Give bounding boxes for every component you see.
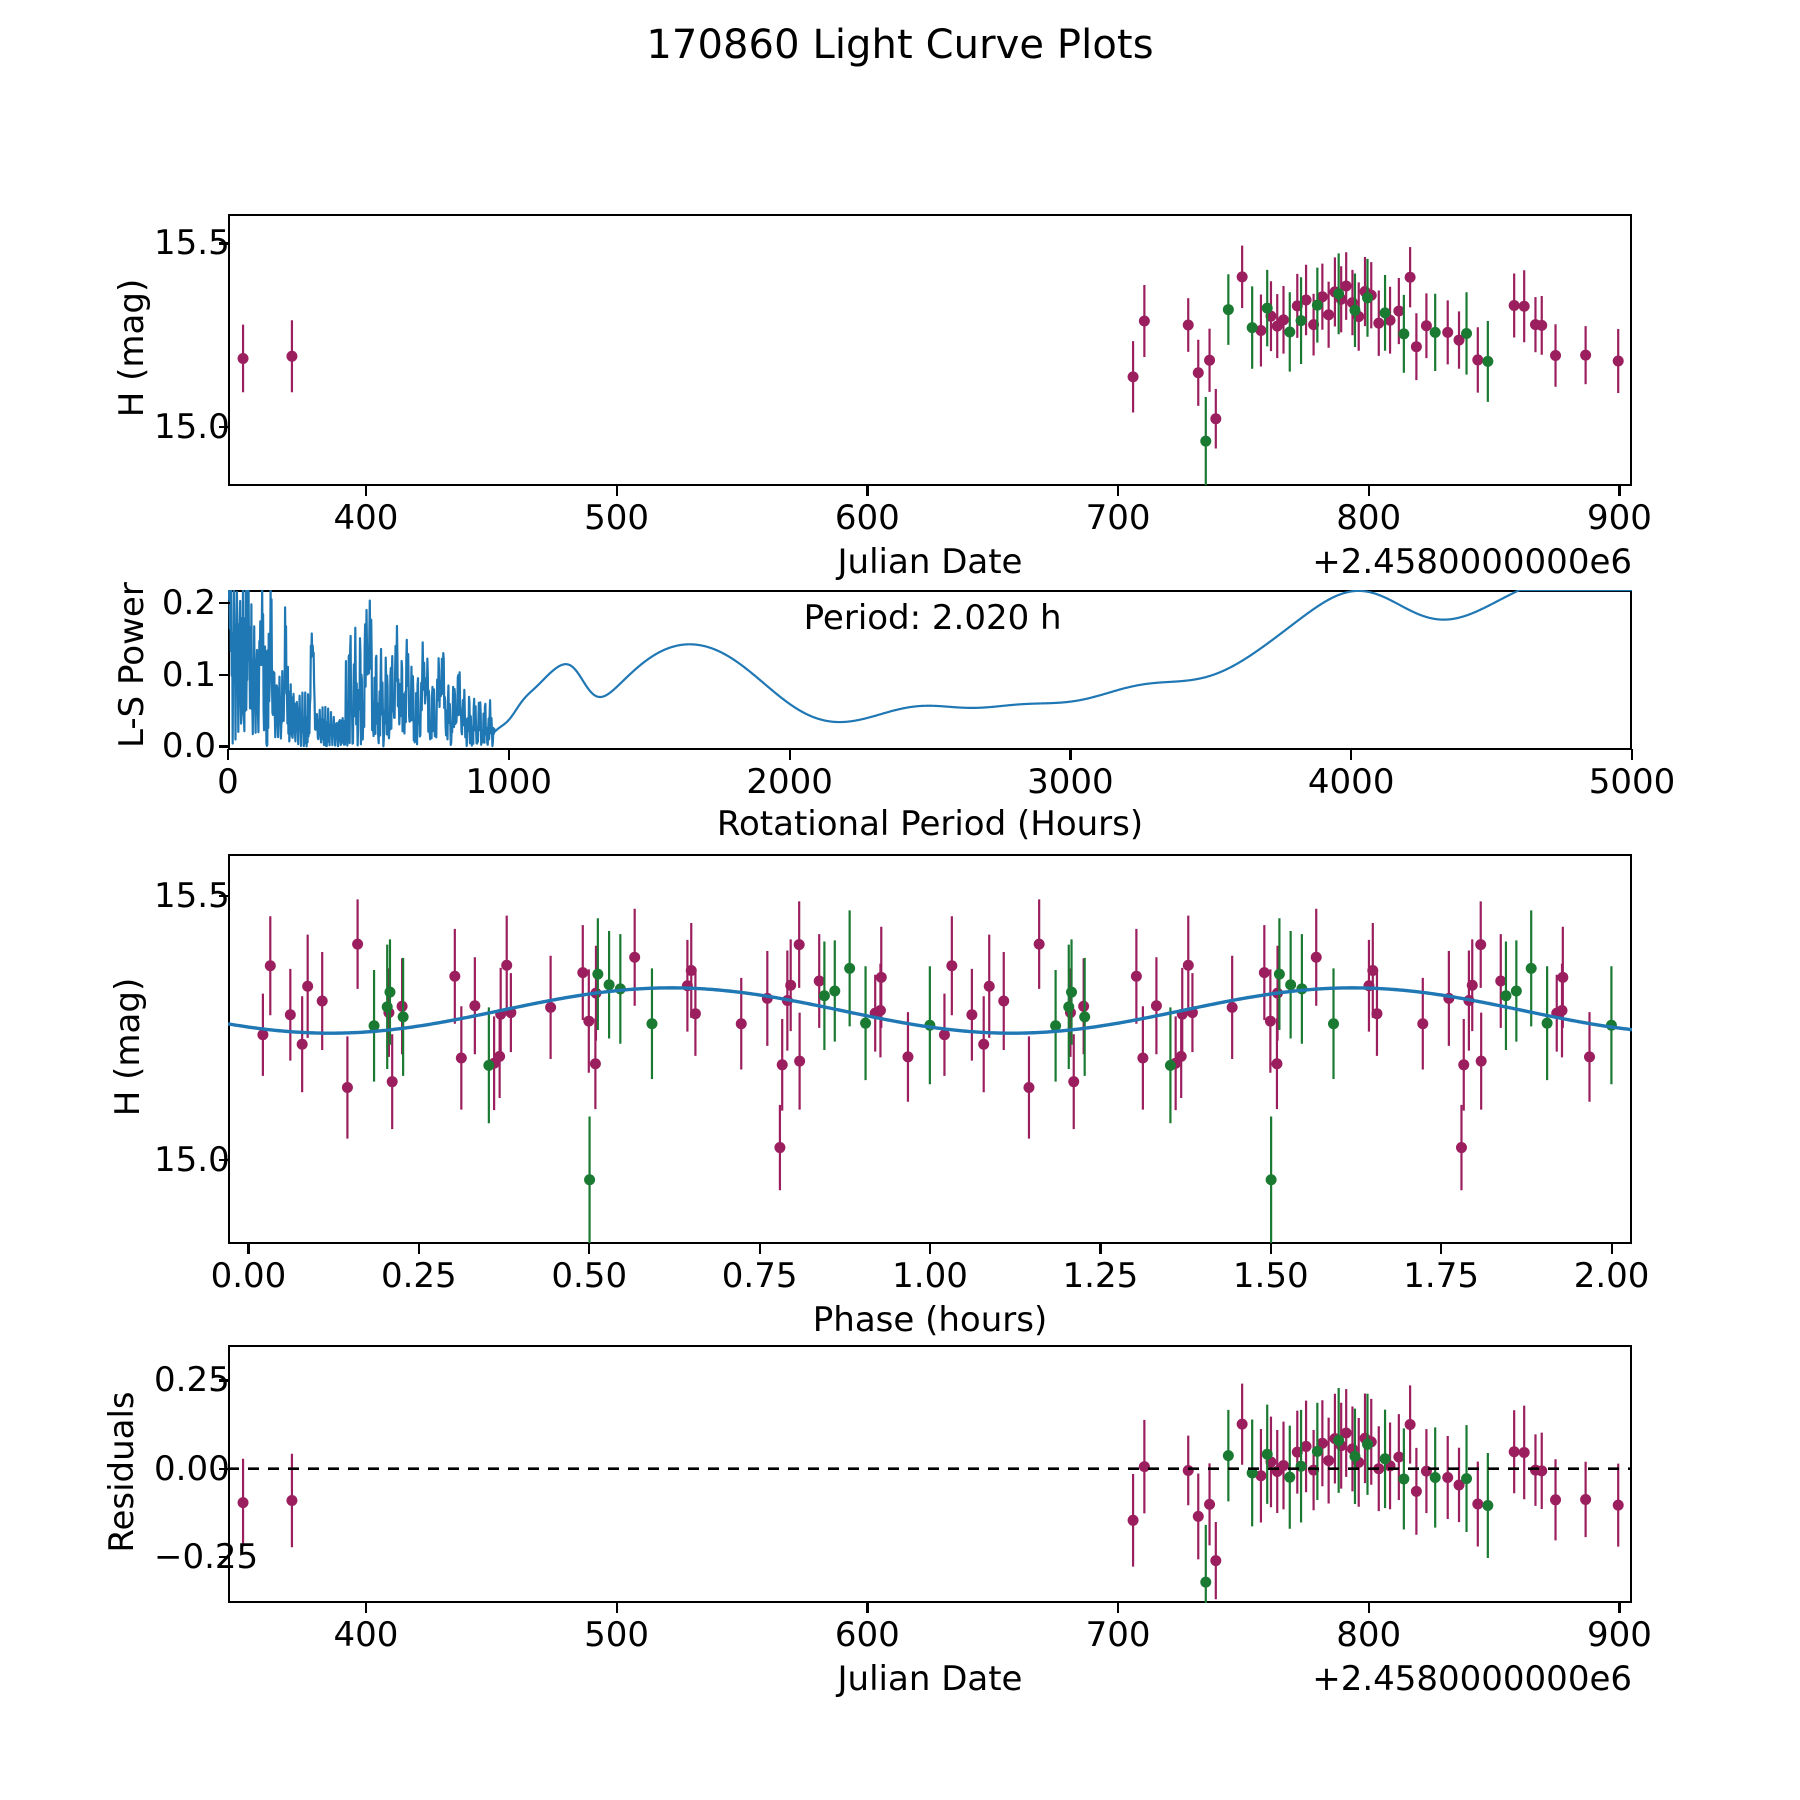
x-tick-mark [507, 749, 510, 760]
residuals-y-axis-label: Residuals [102, 1391, 142, 1553]
y-tick-mark [219, 745, 230, 748]
x-tick-label: 3000 [1027, 762, 1114, 802]
y-tick-label: 0.0 [161, 726, 216, 767]
phasefold-plot-area [228, 854, 1632, 1244]
x-tick-mark [929, 1243, 932, 1254]
x-tick-mark [1117, 1602, 1120, 1613]
x-tick-label: 800 [1336, 498, 1402, 538]
panel-residuals [228, 1345, 1632, 1603]
x-tick-label: 1.50 [1232, 1256, 1309, 1296]
x-tick-mark [588, 1243, 591, 1254]
y-tick-label: 0.00 [154, 1448, 230, 1489]
x-tick-label: 1.75 [1403, 1256, 1480, 1296]
y-tick-label: 15.5 [154, 876, 230, 917]
x-tick-mark [1618, 485, 1621, 496]
x-tick-label: 5000 [1588, 762, 1676, 802]
x-tick-label: 1.00 [892, 1256, 968, 1296]
x-tick-mark [1367, 485, 1370, 496]
x-tick-label: 400 [333, 1615, 399, 1655]
x-tick-mark [417, 1243, 421, 1254]
x-tick-label: 1000 [465, 762, 553, 802]
x-tick-mark [1099, 1243, 1102, 1254]
x-tick-label: 600 [834, 1615, 900, 1655]
x-tick-label: 0.75 [721, 1256, 798, 1296]
x-tick-label: 1.25 [1062, 1256, 1139, 1296]
y-tick-mark [219, 1158, 230, 1161]
y-tick-label: 15.0 [154, 407, 230, 448]
y-tick-label: 0.25 [154, 1360, 230, 1401]
y-tick-label: 15.0 [154, 1139, 230, 1180]
x-tick-label: 800 [1336, 1615, 1402, 1655]
y-tick-label: 15.5 [154, 223, 230, 264]
x-tick-label: 0.25 [380, 1256, 457, 1296]
x-tick-mark [1069, 749, 1072, 760]
x-tick-mark [1117, 485, 1120, 496]
x-tick-mark [1618, 1602, 1621, 1613]
x-tick-label: 700 [1085, 1615, 1151, 1655]
y-tick-label: −0.25 [154, 1537, 259, 1578]
x-tick-mark [227, 749, 230, 760]
x-tick-label: 0.00 [210, 1256, 287, 1296]
x-tick-label: 4000 [1307, 762, 1395, 802]
lightcurve-axes-frame [228, 214, 1632, 486]
periodogram-axes-frame [228, 590, 1632, 750]
x-tick-label: 900 [1587, 1615, 1652, 1655]
panel-lightcurve [228, 214, 1632, 486]
x-tick-mark [615, 1602, 618, 1613]
periodogram-y-axis-label: L-S Power [112, 582, 152, 748]
x-tick-label: 0 [217, 762, 239, 802]
x-tick-label: 400 [333, 498, 399, 538]
periodogram-plot-area [228, 590, 1632, 750]
y-tick-mark [219, 1556, 230, 1559]
y-tick-mark [219, 426, 230, 429]
y-tick-mark [219, 242, 230, 245]
y-tick-mark [219, 895, 230, 898]
lightcurve-y-axis-label: H (mag) [112, 278, 152, 418]
residuals-axes-frame [228, 1345, 1632, 1603]
y-tick-mark [219, 1467, 230, 1470]
x-tick-label: 500 [584, 1615, 650, 1655]
x-tick-mark [364, 485, 368, 496]
x-tick-mark [247, 1243, 250, 1254]
x-tick-mark [1269, 1243, 1272, 1254]
y-tick-label: 0.2 [161, 582, 216, 623]
x-tick-mark [758, 1243, 761, 1254]
x-tick-mark [364, 1602, 368, 1613]
x-tick-mark [615, 485, 618, 496]
x-tick-label: 600 [834, 498, 900, 538]
y-tick-mark [219, 1379, 230, 1382]
y-tick-mark [219, 601, 230, 605]
residuals-x-axis-label: Julian Date [837, 1659, 1023, 1699]
x-tick-mark [1440, 1243, 1443, 1254]
periodogram-x-axis-label: Rotational Period (Hours) [716, 804, 1144, 844]
residuals-plot-area [228, 1345, 1632, 1603]
phasefold-y-axis-label: H (mag) [108, 977, 148, 1117]
x-tick-label: 500 [584, 498, 650, 538]
panel-periodogram [228, 590, 1632, 750]
y-tick-mark [219, 673, 230, 676]
x-tick-label: 700 [1085, 498, 1151, 538]
x-tick-mark [1350, 749, 1353, 760]
panel-phasefold [228, 854, 1632, 1244]
x-tick-mark [866, 485, 869, 496]
x-tick-mark [788, 749, 791, 760]
x-tick-mark [1367, 1602, 1370, 1613]
lightcurve-x-axis-label: Julian Date [837, 542, 1023, 582]
phasefold-x-axis-label: Phase (hours) [812, 1300, 1048, 1340]
figure-title: 170860 Light Curve Plots [646, 22, 1154, 68]
x-tick-mark [866, 1602, 869, 1613]
lightcurve-plot-area [237, 214, 1624, 486]
x-tick-mark [1631, 749, 1634, 760]
x-tick-label: 900 [1587, 498, 1652, 538]
x-tick-label: 2000 [746, 762, 833, 802]
y-tick-label: 0.1 [161, 654, 216, 695]
x-tick-label: 0.50 [551, 1256, 628, 1296]
lightcurve-x-offset-text: +2.4580000000e6 [1312, 542, 1632, 582]
residuals-x-offset-text: +2.4580000000e6 [1312, 1659, 1632, 1699]
x-tick-mark [1610, 1243, 1613, 1254]
period-annotation: Period: 2.020 h [803, 598, 1062, 638]
x-tick-label: 2.00 [1573, 1256, 1650, 1296]
